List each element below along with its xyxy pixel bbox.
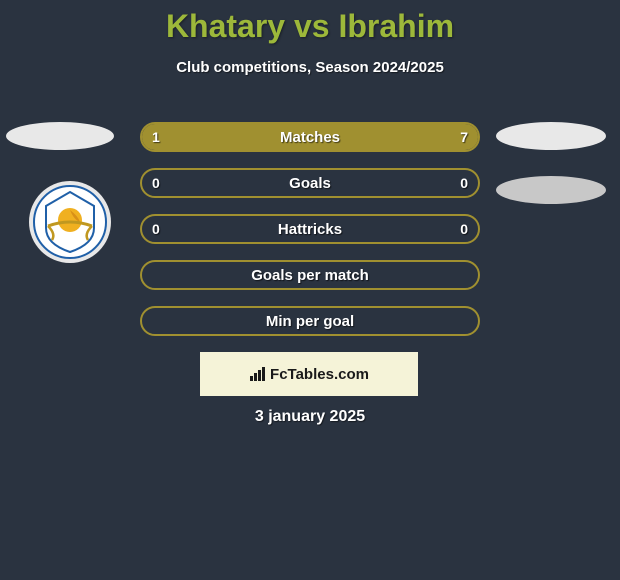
bar-row-min-per-goal: Min per goal <box>140 306 480 336</box>
page-title: Khatary vs Ibrahim <box>0 0 620 45</box>
bar-label: Goals <box>142 170 478 196</box>
date-label: 3 january 2025 <box>0 408 620 426</box>
bar-row-hattricks: 0 Hattricks 0 <box>140 214 480 244</box>
bar-value-right: 7 <box>460 124 468 150</box>
bar-label: Hattricks <box>142 216 478 242</box>
attribution-badge[interactable]: FcTables.com <box>200 352 418 396</box>
page-subtitle: Club competitions, Season 2024/2025 <box>0 59 620 76</box>
bar-value-right: 0 <box>460 216 468 242</box>
attribution-text: FcTables.com <box>270 366 369 383</box>
bar-label: Goals per match <box>142 262 478 288</box>
bar-value-right: 0 <box>460 170 468 196</box>
bar-label: Matches <box>142 124 478 150</box>
bar-row-goals: 0 Goals 0 <box>140 168 480 198</box>
chart-icon <box>249 366 267 382</box>
player-left-silhouette <box>6 122 114 150</box>
club-left-badge <box>28 180 112 264</box>
comparison-bars: 1 Matches 7 0 Goals 0 0 Hattricks 0 Goal… <box>140 122 480 352</box>
bar-row-matches: 1 Matches 7 <box>140 122 480 152</box>
club-right-placeholder <box>496 176 606 204</box>
player-right-silhouette <box>496 122 606 150</box>
bar-row-goals-per-match: Goals per match <box>140 260 480 290</box>
bar-label: Min per goal <box>142 308 478 334</box>
